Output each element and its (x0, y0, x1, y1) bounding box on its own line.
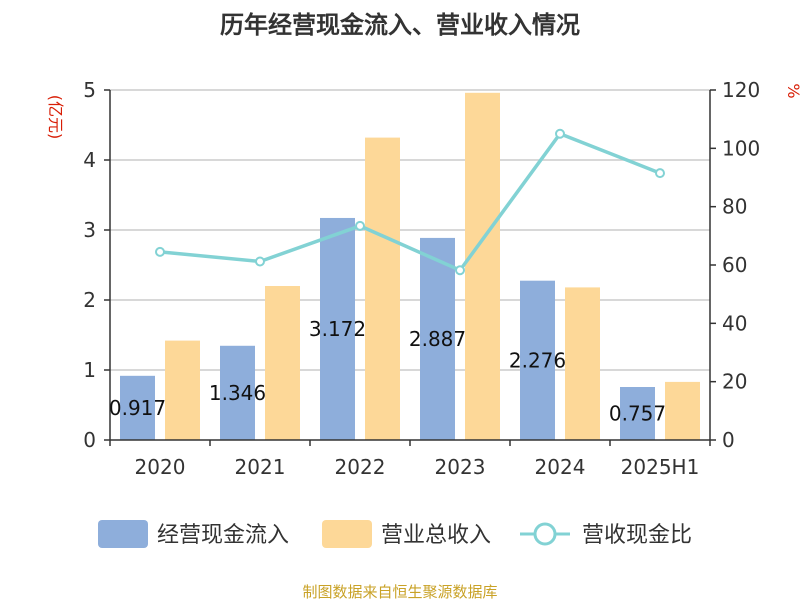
right-tick-label: 120 (722, 78, 760, 102)
x-tick-label: 2021 (235, 455, 286, 479)
gridlines (110, 89, 710, 371)
legend-item-ratio[interactable]: 营收现金比 (520, 522, 692, 548)
ratio-point (355, 220, 365, 231)
ratio-point (455, 265, 465, 276)
left-axis-unit: (亿元) (46, 95, 65, 140)
ratio-point (655, 168, 665, 179)
x-tick-label: 2023 (435, 455, 486, 479)
x-tick-label: 2025H1 (621, 455, 700, 479)
bar-revenue (465, 92, 500, 441)
ratio-point (155, 246, 165, 257)
left-tick-label: 0 (83, 428, 96, 452)
data-label: 0.757 (609, 402, 666, 426)
chart-title: 历年经营现金流入、营业收入情况 (220, 11, 580, 39)
bar-revenue (665, 381, 700, 440)
bar-cash-inflow (520, 280, 555, 440)
legend-swatch-cash-inflow (98, 520, 148, 548)
bar-revenue (565, 287, 600, 440)
left-tick-label: 4 (83, 148, 96, 172)
legend-label-ratio: 营收现金比 (582, 523, 692, 548)
ratio-point (255, 256, 265, 267)
x-tick-label: 2022 (335, 455, 386, 479)
ratio-line-path (159, 131, 661, 273)
right-tick-label: 80 (722, 195, 747, 219)
x-tick-label: 2024 (535, 455, 586, 479)
data-label: 3.172 (309, 317, 366, 341)
right-axis-unit: % (784, 83, 800, 98)
bar-cash-inflow (220, 345, 255, 440)
left-tick-label: 3 (83, 218, 96, 242)
right-tick-label: 100 (722, 136, 760, 160)
right-tick-label: 40 (722, 311, 747, 335)
data-label: 2.276 (509, 348, 566, 372)
ratio-line (155, 128, 665, 276)
data-label: 2.887 (409, 327, 466, 351)
legend-swatch-revenue (322, 520, 372, 548)
data-label: 0.917 (109, 396, 166, 420)
bar-cash-inflow (120, 375, 155, 440)
legend: 经营现金流入 营业总收入 营收现金比 (98, 520, 692, 548)
legend-item-cash-inflow[interactable]: 经营现金流入 (98, 520, 289, 548)
x-tick-label: 2020 (135, 455, 186, 479)
legend-label-cash-inflow: 经营现金流入 (157, 523, 289, 548)
right-tick-label: 20 (722, 370, 747, 394)
left-tick-label: 5 (83, 78, 96, 102)
bar-cash-inflow (620, 387, 655, 440)
right-tick-label: 60 (722, 253, 747, 277)
bar-cash-inflow (320, 217, 355, 440)
right-tick-label: 0 (722, 428, 735, 452)
data-label: 1.346 (209, 381, 266, 405)
legend-marker-ratio (533, 522, 557, 546)
legend-item-revenue[interactable]: 营业总收入 (322, 520, 491, 548)
bar-cash-inflow (420, 237, 455, 440)
ratio-point (555, 128, 565, 139)
axes (104, 89, 716, 446)
bar-revenue (165, 340, 200, 440)
source-note: 制图数据来自恒生聚源数据库 (302, 583, 497, 600)
bar-revenue (365, 137, 400, 440)
data-labels: 0.917 1.346 3.172 2.887 2.276 0.757 (109, 317, 666, 426)
left-tick-label: 2 (83, 288, 96, 312)
tick-labels: 0 1 2 3 4 5 0 20 40 60 80 100 120 2020 2021 2022 2023 202… (83, 78, 760, 479)
legend-label-revenue: 营业总收入 (381, 523, 491, 548)
bar-revenue (265, 286, 300, 440)
bars (120, 92, 700, 441)
left-tick-label: 1 (83, 358, 96, 382)
